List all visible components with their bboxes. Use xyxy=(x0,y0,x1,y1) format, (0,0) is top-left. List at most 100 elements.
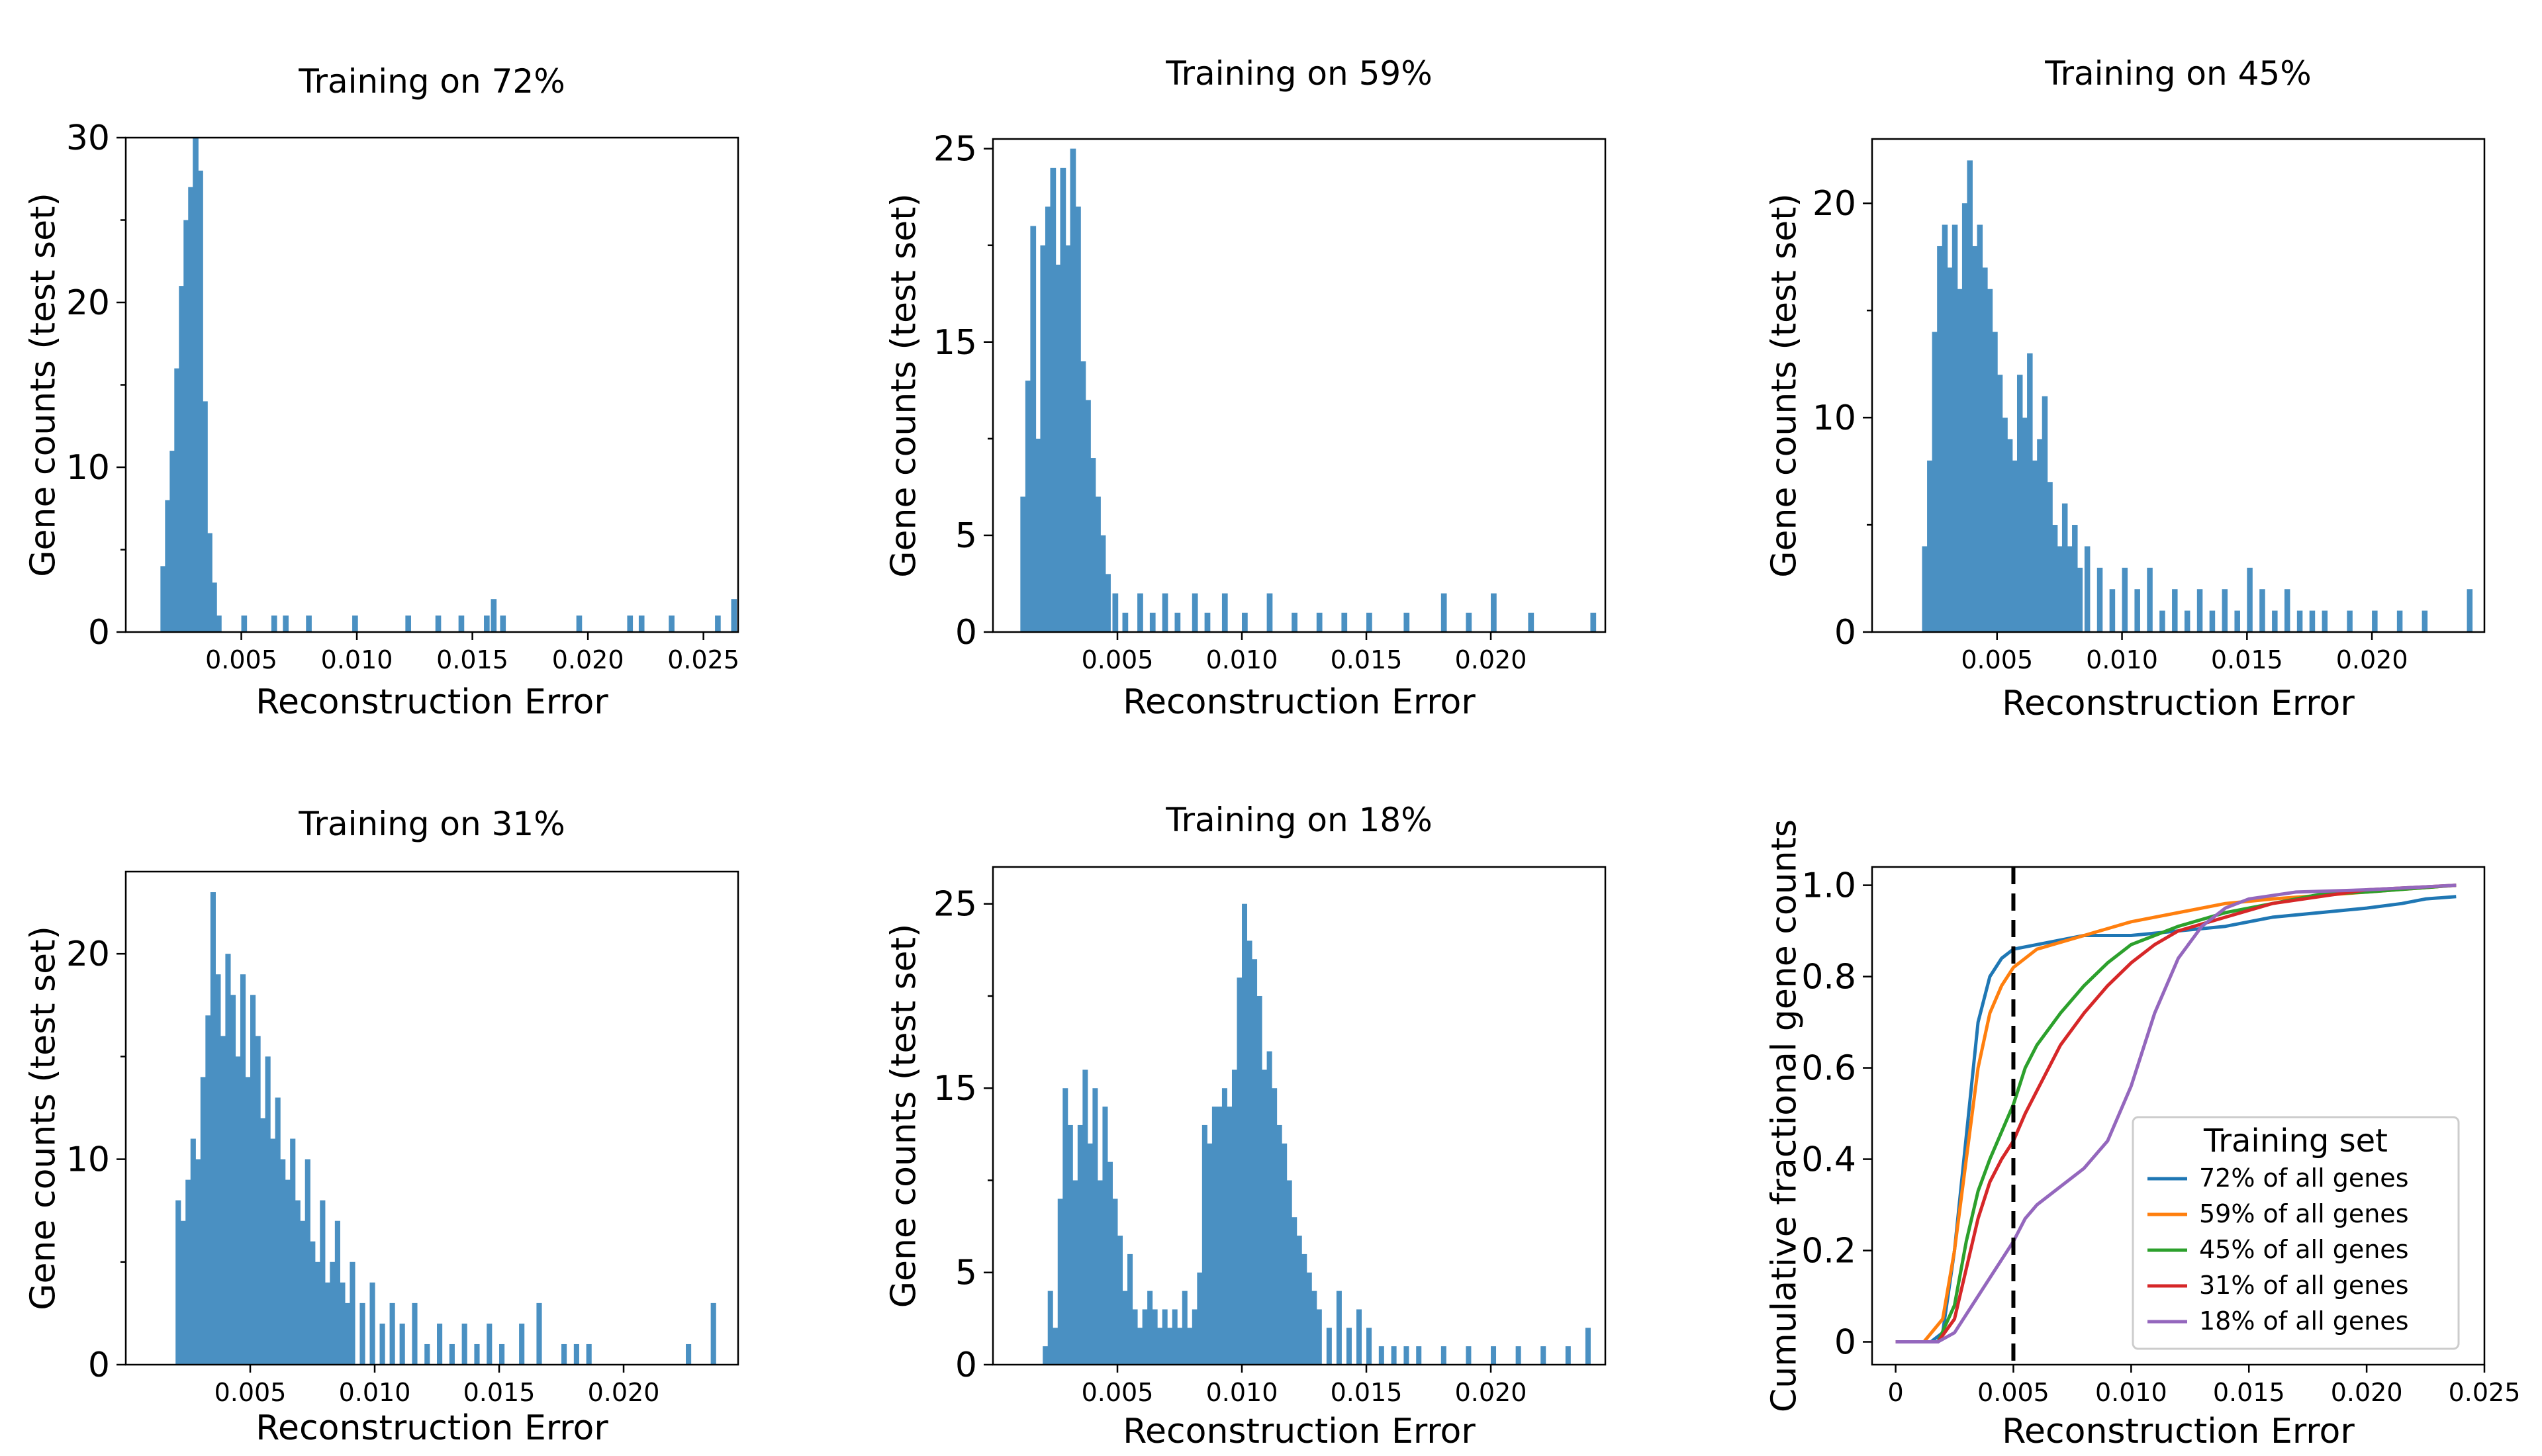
histogram-bar xyxy=(491,599,497,632)
histogram-bar xyxy=(1266,593,1273,632)
histogram-bar xyxy=(1192,593,1198,632)
histogram-bar xyxy=(1967,160,1973,633)
histogram-bar xyxy=(1192,1309,1198,1365)
x-tick-label: 0.025 xyxy=(667,645,739,674)
histogram-bar xyxy=(1020,496,1027,632)
histogram-bar xyxy=(165,500,171,632)
histogram-bar xyxy=(1053,1328,1059,1365)
histogram-bar xyxy=(2084,546,2091,632)
series-line-5 xyxy=(1895,884,2457,1343)
histogram-bar xyxy=(1112,593,1119,632)
plot-frame xyxy=(1871,138,2486,633)
histogram-bar xyxy=(1102,1107,1108,1365)
histogram-bar xyxy=(188,187,194,632)
histogram-bar xyxy=(731,599,737,632)
histogram-bar xyxy=(1221,593,1228,632)
histogram-bar xyxy=(202,401,208,632)
panel-1: 0.005 0.010 0.015 0.020 0.025 0 10 20 30 Training… xyxy=(24,62,739,722)
histogram-bar xyxy=(1187,1328,1193,1365)
histogram-bar xyxy=(1296,1236,1302,1365)
histogram-bar xyxy=(519,1323,525,1365)
histogram-bar xyxy=(638,615,645,632)
histogram-bar xyxy=(1162,1309,1168,1365)
histogram-bar xyxy=(193,138,199,632)
y-tick-label: 0.2 xyxy=(1801,1232,1856,1271)
histogram-bar xyxy=(210,892,216,1365)
histogram-bar xyxy=(2347,610,2353,632)
histogram-bar xyxy=(1947,267,1953,632)
histogram-bar xyxy=(1311,1291,1317,1365)
histogram-bar xyxy=(2196,589,2203,632)
histogram-bar xyxy=(1942,224,1948,633)
histogram-bar xyxy=(1045,206,1051,633)
y-axis-label: Gene counts (test set) xyxy=(884,924,924,1308)
y-axis-label: Gene counts (test set) xyxy=(1765,193,1805,578)
histogram-bar xyxy=(435,615,442,632)
histogram-bar xyxy=(1262,1069,1268,1365)
x-tick-label: 0.020 xyxy=(552,645,624,674)
histogram-bar xyxy=(1403,612,1410,632)
histogram-bar xyxy=(379,1323,385,1365)
histogram-bar xyxy=(1366,612,1372,632)
histogram-bar xyxy=(1060,167,1066,632)
histogram-bar xyxy=(1227,1107,1233,1365)
chart-title: Training on 18% xyxy=(1165,801,1433,839)
chart-title: Training on 72% xyxy=(298,62,565,101)
histogram-bar xyxy=(1062,1088,1068,1365)
histogram-bar xyxy=(1127,1253,1133,1365)
histogram-bar xyxy=(1207,1143,1213,1365)
histogram-bar xyxy=(715,615,721,632)
histogram-bar xyxy=(1097,1180,1103,1365)
histogram-bar xyxy=(1152,1309,1158,1365)
histogram-bar xyxy=(175,1200,181,1365)
histogram-bar xyxy=(2247,567,2253,632)
histogram-bar xyxy=(1070,148,1076,632)
histogram-bar xyxy=(2047,482,2053,632)
histogram-bars xyxy=(160,138,737,633)
y-tick-label: 25 xyxy=(933,885,977,925)
x-tick-label: 0.010 xyxy=(2086,645,2158,674)
histogram-bar xyxy=(1306,1272,1312,1365)
histogram-bar xyxy=(1366,1328,1372,1365)
histogram-bars xyxy=(1043,903,1591,1365)
y-tick-label: 0 xyxy=(955,613,977,653)
y-tick-label: 0.6 xyxy=(1801,1049,1856,1089)
histogram-bar xyxy=(245,1077,251,1365)
histogram-bar xyxy=(1992,332,1998,632)
histogram-bar xyxy=(169,451,175,632)
histogram-bar xyxy=(1242,903,1248,1365)
histogram-bar xyxy=(1087,1143,1093,1365)
histogram-bar xyxy=(285,1179,291,1365)
histogram-bar xyxy=(1292,1217,1297,1365)
histogram-bar xyxy=(283,615,289,632)
histogram-bar xyxy=(2022,418,2028,632)
x-axis-label: Reconstruction Error xyxy=(256,682,608,722)
histogram-bar xyxy=(1040,245,1047,632)
histogram-bar xyxy=(1440,593,1447,632)
y-tick-label: 1.0 xyxy=(1801,866,1856,906)
x-tick-label: 0.010 xyxy=(1206,645,1278,674)
histogram-bar xyxy=(2006,439,2013,632)
histogram-bar xyxy=(215,974,221,1365)
histogram-bar xyxy=(1927,460,1933,632)
histogram-bar xyxy=(1977,224,1983,633)
x-tick-label: 0.010 xyxy=(321,645,393,674)
x-tick-label: 0.010 xyxy=(2095,1378,2167,1407)
histogram-bar xyxy=(2296,610,2303,632)
plot-frame xyxy=(124,870,739,1366)
histogram-bar xyxy=(1252,959,1258,1365)
histogram-bar xyxy=(1466,612,1472,632)
histogram-bar xyxy=(225,954,231,1365)
histogram-bar xyxy=(561,1343,567,1365)
y-tick-label: 10 xyxy=(66,1140,110,1180)
histogram-bar xyxy=(1137,1328,1143,1365)
histogram-bar xyxy=(1356,1309,1362,1365)
histogram-bar xyxy=(255,1036,261,1365)
histogram-bar xyxy=(197,170,203,632)
panel-3: 0.005 0.010 0.015 0.020 0 10 20 Training on 45%… xyxy=(1765,54,2486,723)
histogram-bar xyxy=(487,1323,493,1365)
histogram-bar xyxy=(449,1343,455,1365)
histogram-bar xyxy=(1341,612,1348,632)
histogram-bar xyxy=(235,1056,241,1365)
